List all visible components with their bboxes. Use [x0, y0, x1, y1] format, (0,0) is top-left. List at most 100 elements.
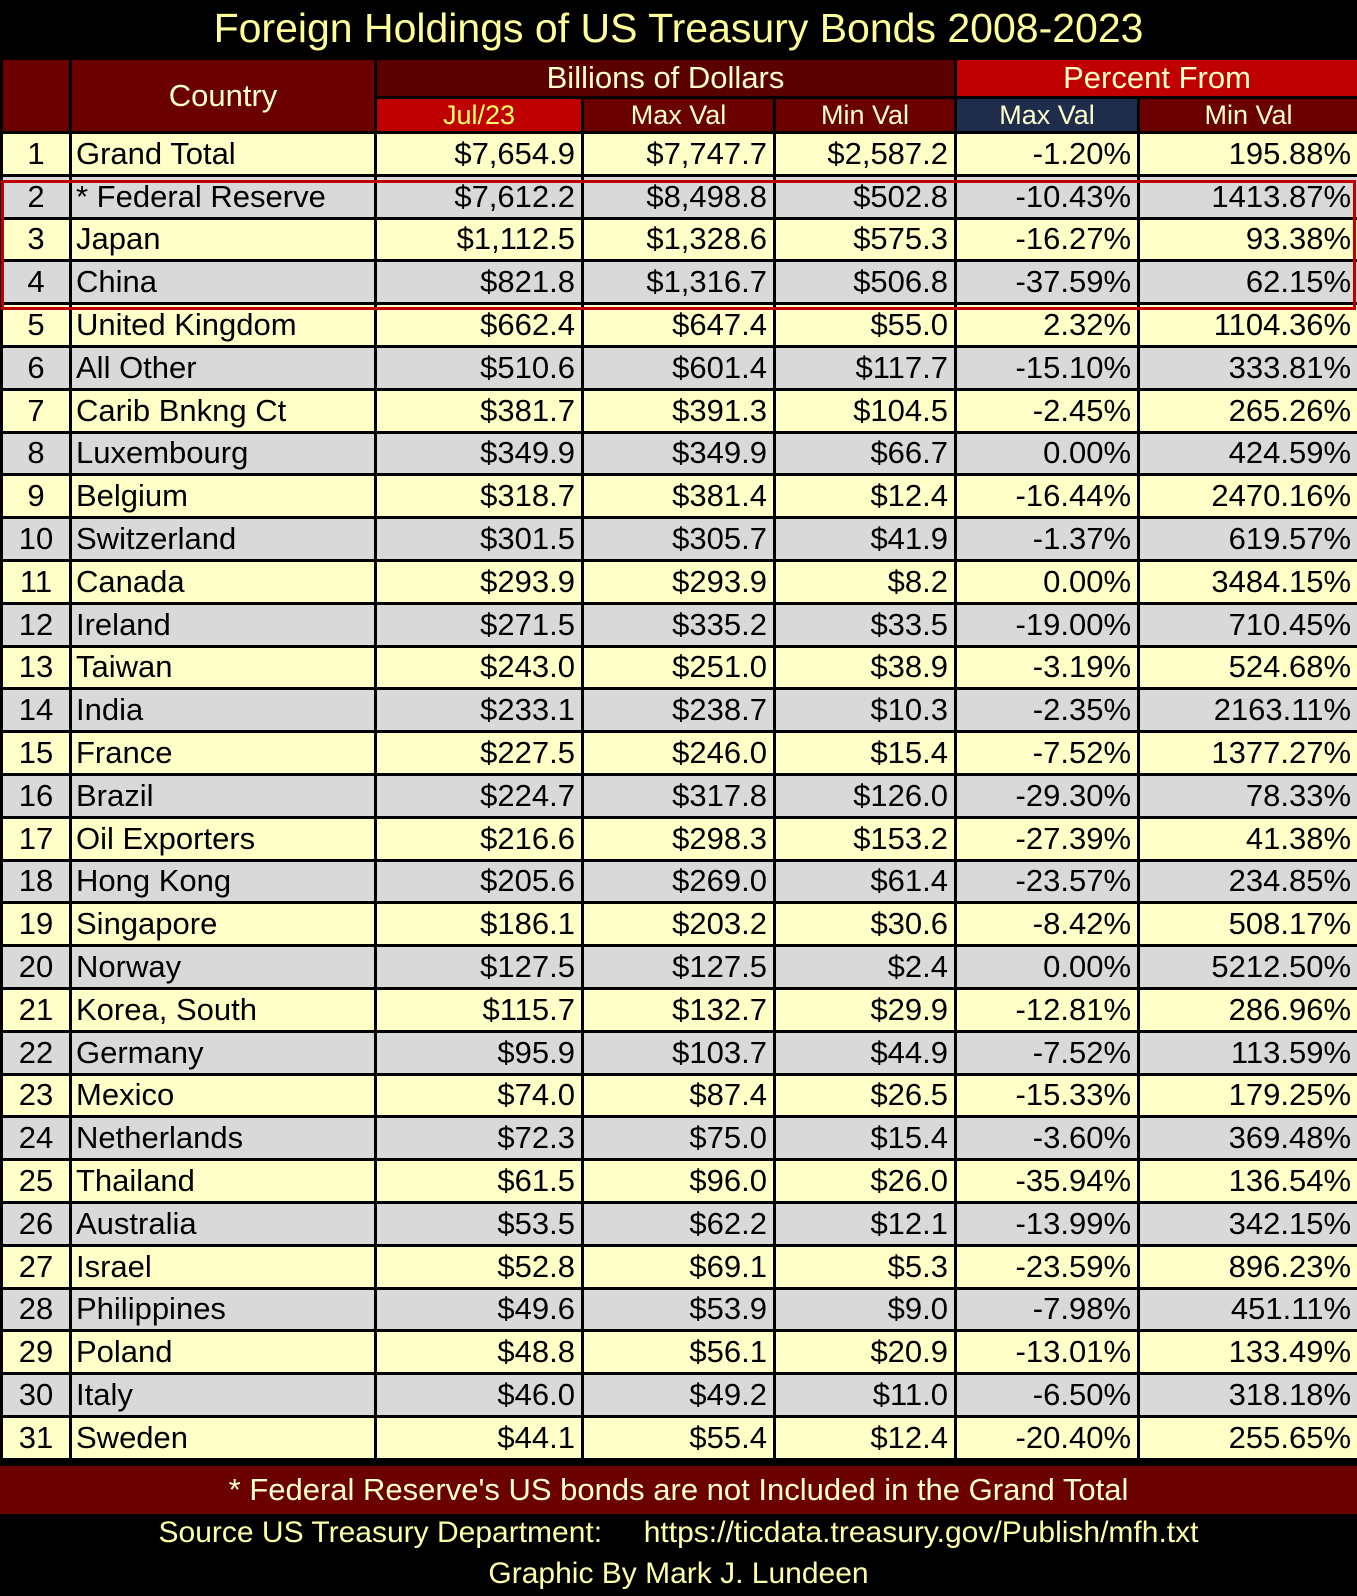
min-value: $2.4: [772, 944, 958, 990]
jul23-value: $510.6: [374, 344, 584, 391]
country: Singapore: [69, 901, 377, 948]
percent-from-max: 0.00%: [954, 944, 1141, 990]
row-number: 11: [0, 558, 72, 605]
max-value: $55.4: [581, 1414, 776, 1461]
group-header: Percent From: [954, 57, 1357, 99]
min-value: $38.9: [772, 644, 958, 691]
percent-from-min: 113.59%: [1137, 1029, 1357, 1076]
max-value: $298.3: [581, 815, 776, 862]
min-value: $29.9: [772, 986, 958, 1033]
percent-from-min: 1377.27%: [1137, 730, 1357, 776]
table-row: 9 Belgium $318.7 $381.4 $12.4 -16.44% 2470.16%: [0, 473, 1357, 520]
row-number: 15: [0, 730, 72, 776]
percent-from-min: 1104.36%: [1137, 302, 1357, 348]
row-number: 26: [0, 1200, 72, 1247]
percent-from-min: 41.38%: [1137, 815, 1357, 862]
row-number: 23: [0, 1072, 72, 1119]
country-header: Country: [69, 57, 377, 134]
country: Luxembourg: [69, 430, 377, 477]
country: Grand Total: [69, 131, 377, 177]
min-value: $117.7: [772, 344, 958, 391]
percent-from-max: -2.45%: [954, 387, 1141, 434]
row-number: 8: [0, 430, 72, 477]
percent-from-min: 78.33%: [1137, 772, 1357, 819]
percent-from-max: -37.59%: [954, 259, 1141, 306]
min-value: $2,587.2: [772, 131, 958, 177]
percent-from-min: 93.38%: [1137, 216, 1357, 263]
percent-from-max: -7.98%: [954, 1286, 1141, 1333]
jul23-value: $72.3: [374, 1115, 584, 1162]
table-body: 1 Grand Total $7,654.9 $7,747.7 $2,587.2 -1.2…: [0, 131, 1357, 1461]
column-header: Min Val: [772, 96, 958, 134]
row-number: 17: [0, 815, 72, 862]
percent-from-min: 896.23%: [1137, 1243, 1357, 1290]
table-row: 26 Australia $53.5 $62.2 $12.1 -13.99% 342.15%: [0, 1200, 1357, 1247]
country: * Federal Reserve: [69, 173, 377, 220]
min-value: $15.4: [772, 730, 958, 776]
country: Norway: [69, 944, 377, 990]
row-number: 5: [0, 302, 72, 348]
country: Australia: [69, 1200, 377, 1247]
row-number: 19: [0, 901, 72, 948]
percent-from-max: -23.57%: [954, 858, 1141, 905]
row-number: 2: [0, 173, 72, 220]
percent-from-max: -1.20%: [954, 131, 1141, 177]
max-value: $381.4: [581, 473, 776, 520]
min-value: $506.8: [772, 259, 958, 306]
jul23-value: $95.9: [374, 1029, 584, 1076]
max-value: $1,328.6: [581, 216, 776, 263]
max-value: $293.9: [581, 558, 776, 605]
percent-from-min: 524.68%: [1137, 644, 1357, 691]
percent-from-max: -10.43%: [954, 173, 1141, 220]
percent-from-max: -12.81%: [954, 986, 1141, 1033]
percent-from-min: 179.25%: [1137, 1072, 1357, 1119]
table-row: 22 Germany $95.9 $103.7 $44.9 -7.52% 113.59%: [0, 1029, 1357, 1076]
table-row: 5 United Kingdom $662.4 $647.4 $55.0 2.32% 110…: [0, 302, 1357, 348]
min-value: $30.6: [772, 901, 958, 948]
max-value: $203.2: [581, 901, 776, 948]
percent-from-max: -13.99%: [954, 1200, 1141, 1247]
row-number: 27: [0, 1243, 72, 1290]
row-number: 20: [0, 944, 72, 990]
source-line: Source US Treasury Department: https://t…: [0, 1516, 1357, 1550]
percent-from-min: 2470.16%: [1137, 473, 1357, 520]
row-number: 31: [0, 1414, 72, 1461]
max-value: $8,498.8: [581, 173, 776, 220]
min-value: $104.5: [772, 387, 958, 434]
row-number: 12: [0, 601, 72, 648]
max-value: $335.2: [581, 601, 776, 648]
jul23-value: $318.7: [374, 473, 584, 520]
jul23-value: $233.1: [374, 687, 584, 734]
table-row: 2 * Federal Reserve $7,612.2 $8,498.8 $502.8…: [0, 173, 1357, 220]
jul23-value: $662.4: [374, 302, 584, 348]
percent-from-max: 2.32%: [954, 302, 1141, 348]
row-number: 14: [0, 687, 72, 734]
table-row: 20 Norway $127.5 $127.5 $2.4 0.00% 5212.50%: [0, 944, 1357, 990]
table-row: 19 Singapore $186.1 $203.2 $30.6 -8.42% 508.17…: [0, 901, 1357, 948]
row-number: 9: [0, 473, 72, 520]
table-row: 3 Japan $1,112.5 $1,328.6 $575.3 -16.27% 93.38…: [0, 216, 1357, 263]
row-number: 18: [0, 858, 72, 905]
footnote: * Federal Reserve's US bonds are not Inc…: [0, 1466, 1357, 1514]
row-number: 4: [0, 259, 72, 306]
jul23-value: $381.7: [374, 387, 584, 434]
source-label: Source US Treasury Department:: [158, 1516, 603, 1549]
min-value: $26.5: [772, 1072, 958, 1119]
percent-from-max: -1.37%: [954, 516, 1141, 562]
percent-from-min: 1413.87%: [1137, 173, 1357, 220]
country: Italy: [69, 1372, 377, 1418]
table-row: 16 Brazil $224.7 $317.8 $126.0 -29.30% 78.33%: [0, 772, 1357, 819]
max-value: $317.8: [581, 772, 776, 819]
min-value: $26.0: [772, 1158, 958, 1204]
country: France: [69, 730, 377, 776]
table-row: 27 Israel $52.8 $69.1 $5.3 -23.59% 896.23%: [0, 1243, 1357, 1290]
group-header: Billions of Dollars: [373, 57, 958, 99]
jul23-value: $74.0: [374, 1072, 584, 1119]
table-row: 30 Italy $46.0 $49.2 $11.0 -6.50% 318.18%: [0, 1372, 1357, 1418]
min-value: $9.0: [772, 1286, 958, 1333]
percent-from-min: 424.59%: [1137, 430, 1357, 477]
percent-from-min: 136.54%: [1137, 1158, 1357, 1204]
percent-from-max: 0.00%: [954, 430, 1141, 477]
country: Carib Bnkng Ct: [69, 387, 377, 434]
